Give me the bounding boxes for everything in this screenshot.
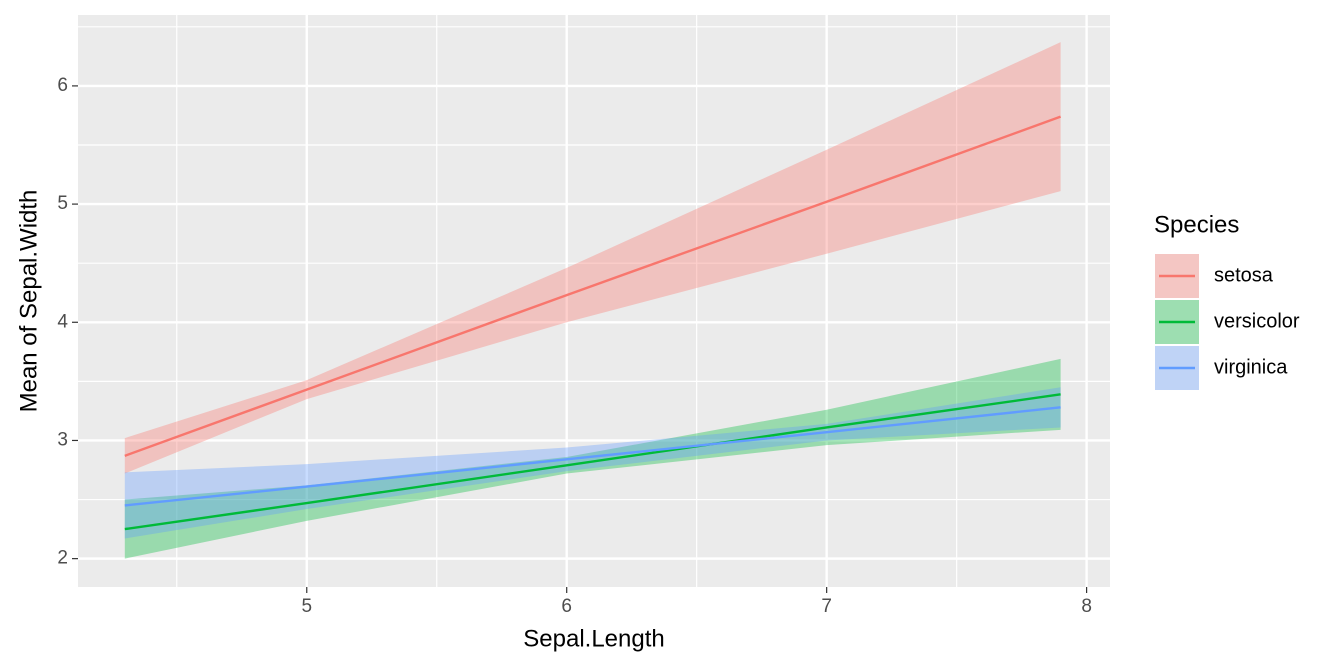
- confidence-band: [124, 358, 1061, 559]
- x-tick-label: 5: [301, 596, 312, 617]
- legend-label: versicolor: [1214, 310, 1300, 332]
- legend-title: Species: [1154, 211, 1239, 238]
- y-tick-label: 3: [57, 429, 68, 450]
- line: [124, 406, 1061, 507]
- y-axis-title: Mean of Sepal.Width: [15, 190, 42, 413]
- x-tick-label: 8: [1081, 596, 1092, 617]
- line: [124, 393, 1061, 531]
- legend-label: setosa: [1214, 264, 1274, 286]
- y-tick-label: 2: [57, 548, 68, 569]
- x-tick-label: 6: [561, 596, 572, 617]
- line: [124, 115, 1062, 457]
- x-tick-label: 7: [821, 596, 832, 617]
- y-tick-label: 4: [57, 311, 68, 332]
- confidence-band: [124, 387, 1061, 539]
- y-tick-label: 6: [57, 75, 68, 96]
- y-tick-label: 5: [57, 193, 68, 214]
- x-axis-title: Sepal.Length: [523, 625, 664, 652]
- legend-label: virginica: [1214, 356, 1288, 378]
- confidence-band: [124, 42, 1061, 474]
